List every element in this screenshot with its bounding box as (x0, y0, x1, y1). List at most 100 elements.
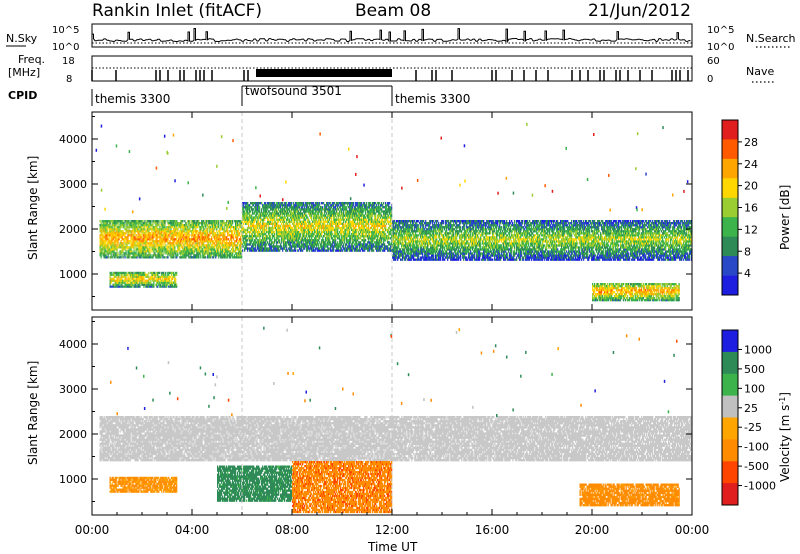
heatmap-cell (167, 240, 168, 242)
heatmap-cell (176, 238, 177, 240)
heatmap-cell (227, 252, 228, 254)
heatmap-cell (323, 202, 324, 204)
heatmap-cell (170, 246, 171, 248)
heatmap-cell (164, 226, 165, 228)
heatmap-cell (181, 222, 182, 224)
heatmap-cell (330, 202, 331, 204)
heatmap-cell (124, 282, 125, 284)
heatmap-cell (133, 234, 134, 236)
heatmap-cell (184, 244, 185, 246)
heatmap-cell (209, 234, 210, 236)
heatmap-cell (208, 242, 209, 244)
heatmap-cell (116, 250, 117, 252)
heatmap-cell (198, 224, 199, 226)
heatmap-cell (268, 225, 269, 227)
heatmap-cell (155, 232, 156, 234)
nave-tick-bottom: 0 (707, 74, 713, 85)
heatmap-cell (229, 246, 230, 248)
cpid-segment-1: themis 3300 (95, 92, 170, 106)
freq-block (304, 69, 308, 77)
heatmap-cell (158, 224, 159, 226)
heatmap-cell (259, 208, 260, 210)
heatmap-cell (152, 224, 153, 226)
heatmap-cell (316, 219, 317, 221)
heatmap-cell (164, 222, 165, 224)
heatmap-cell (174, 240, 175, 242)
heatmap-cell (118, 276, 119, 278)
heatmap-cell (240, 248, 241, 250)
heatmap-cell (177, 230, 178, 232)
heatmap-cell (112, 226, 113, 228)
heatmap-cell (127, 238, 128, 240)
heatmap-cell (286, 243, 287, 245)
heatmap-cell (100, 236, 101, 238)
heatmap-cell (255, 219, 256, 221)
heatmap-cell (286, 202, 287, 204)
heatmap-cell (215, 256, 216, 258)
heatmap-cell (211, 238, 212, 240)
heatmap-cell (232, 230, 233, 232)
heatmap-cell (176, 220, 177, 222)
heatmap-cell (203, 220, 204, 222)
heatmap-cell (127, 276, 128, 278)
heatmap-cell (131, 250, 132, 252)
heatmap-cell (224, 226, 225, 228)
heatmap-cell (199, 244, 200, 246)
heatmap-cell (110, 276, 111, 278)
heatmap-cell (140, 234, 141, 236)
heatmap-cell (329, 237, 330, 239)
heatmap-cell (169, 240, 170, 242)
heatmap-cell (237, 222, 238, 224)
heatmap-cell (197, 244, 198, 246)
heatmap-cell (222, 248, 223, 250)
noise-left-tick-bottom: 10^0 (52, 42, 79, 53)
freq-block (312, 69, 316, 77)
heatmap-cell (344, 241, 345, 243)
heatmap-cell (167, 254, 168, 256)
heatmap-cell (218, 250, 219, 252)
freq-block (324, 69, 328, 77)
freq-block (380, 69, 384, 77)
heatmap-cell (129, 254, 130, 256)
heatmap-cell (182, 242, 183, 244)
heatmap-cell (153, 284, 154, 286)
heatmap-cell (173, 242, 174, 244)
heatmap-cell (141, 226, 142, 228)
heatmap-cell (310, 208, 311, 210)
heatmap-cell (274, 202, 275, 204)
heatmap-cell (144, 248, 145, 250)
heatmap-cell (251, 241, 252, 243)
heatmap-cell (267, 241, 268, 243)
heatmap-cell (350, 241, 351, 243)
heatmap-cell (130, 240, 131, 242)
heatmap-cell (148, 276, 149, 278)
heatmap-cell (159, 226, 160, 228)
freq-label: Freq. (18, 53, 45, 66)
heatmap-cell (214, 246, 215, 248)
heatmap-cell (240, 236, 241, 238)
freq-panel: Freq. [MHz] 18 8 60 0 Nave (8, 53, 775, 85)
heatmap-cell (318, 243, 319, 245)
heatmap-cell (201, 246, 202, 248)
heatmap-cell (166, 232, 167, 234)
heatmap-cell (163, 244, 164, 246)
heatmap-cell (279, 239, 280, 241)
heatmap-cell (227, 256, 228, 258)
heatmap-cell (329, 219, 330, 221)
heatmap-cell (105, 248, 106, 250)
heatmap-cell (252, 237, 253, 239)
heatmap-cell (162, 250, 163, 252)
heatmap-cell (311, 214, 312, 216)
heatmap-cell (106, 240, 107, 242)
heatmap-cell (124, 256, 125, 258)
heatmap-cell (193, 252, 194, 254)
freq-block (348, 69, 352, 77)
heatmap-cell (254, 221, 255, 223)
heatmap-cell (149, 240, 150, 242)
heatmap-cell (150, 254, 151, 256)
heatmap-cell (152, 276, 153, 278)
heatmap-cell (168, 224, 169, 226)
heatmap-cell (204, 254, 205, 256)
heatmap-cell (212, 244, 213, 246)
